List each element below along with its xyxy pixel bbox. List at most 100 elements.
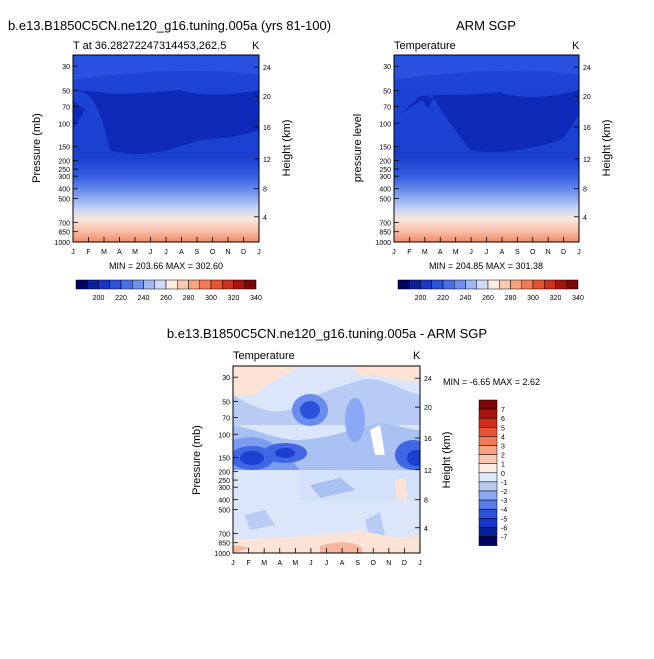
colorbar-cell bbox=[478, 508, 498, 519]
y-tick-label: 400 bbox=[58, 187, 70, 194]
colorbar-cell bbox=[109, 279, 122, 290]
colorbar-label: 200 bbox=[93, 295, 105, 302]
x-tick-label: J bbox=[231, 560, 235, 567]
x-tick-label: J bbox=[577, 249, 581, 256]
colorbar-cell bbox=[177, 279, 189, 290]
panel1-subtitle: T at 36.28272247314453,262.5 bbox=[73, 40, 226, 52]
panel1-units: K bbox=[252, 40, 260, 52]
colorbar-label: 4 bbox=[501, 434, 505, 441]
y-tick-label: 30 bbox=[222, 375, 230, 382]
colorbar-cell bbox=[222, 279, 234, 290]
y-tick-label: 50 bbox=[62, 89, 70, 96]
y2-tick-label: 12 bbox=[424, 468, 432, 475]
colorbar-cell bbox=[478, 436, 498, 446]
colorbar-cell bbox=[431, 279, 444, 290]
y2-tick-label: 16 bbox=[263, 125, 271, 132]
colorbar-label: 3 bbox=[501, 444, 505, 451]
y-tick-label: 250 bbox=[58, 167, 70, 174]
colorbar-cell bbox=[532, 279, 545, 290]
y-tick-label: 700 bbox=[379, 220, 391, 227]
colorbar-label: 280 bbox=[183, 295, 195, 302]
colorbar-cell bbox=[521, 279, 534, 290]
y2-tick-label: 20 bbox=[263, 94, 271, 101]
colorbar-cell bbox=[478, 536, 498, 546]
colorbar-label: 6 bbox=[501, 416, 505, 423]
y2-tick-label: 24 bbox=[263, 65, 271, 72]
x-tick-label: M bbox=[292, 560, 298, 567]
panel3-ylabel-right: Height (km) bbox=[441, 432, 453, 489]
colorbar-cell bbox=[244, 279, 257, 290]
colorbar-label: 300 bbox=[205, 295, 217, 302]
colorbar-cell bbox=[120, 279, 133, 290]
panel-model: b.e13.B1850C5CN.ne120_g16.tuning.005a (y… bbox=[8, 18, 331, 302]
x-tick-label: J bbox=[469, 249, 473, 256]
panel1-stats: MIN = 203.66 MAX = 302.60 bbox=[109, 261, 223, 271]
colorbar-cell bbox=[478, 399, 498, 410]
y2-tick-label: 16 bbox=[583, 125, 591, 132]
colorbar-cell bbox=[478, 472, 498, 483]
panel3-title: b.e13.B1850C5CN.ne120_g16.tuning.005a - … bbox=[167, 326, 487, 341]
panel3-units: K bbox=[413, 350, 421, 362]
colorbar-cell bbox=[98, 279, 110, 290]
x-tick-label: J bbox=[392, 249, 396, 256]
colorbar-cell bbox=[420, 279, 432, 290]
y-tick-label: 150 bbox=[218, 456, 230, 463]
x-tick-label: S bbox=[355, 560, 360, 567]
colorbar-cell bbox=[442, 279, 455, 290]
y-tick-label: 30 bbox=[62, 64, 70, 71]
colorbar-cell bbox=[199, 279, 212, 290]
panel3-stats: MIN = -6.65 MAX = 2.62 bbox=[443, 377, 540, 387]
x-tick-label: N bbox=[546, 249, 551, 256]
x-tick-label: J bbox=[485, 249, 489, 256]
colorbar-label: 260 bbox=[482, 295, 494, 302]
y-tick-label: 300 bbox=[379, 174, 391, 181]
x-tick-label: J bbox=[164, 249, 168, 256]
colorbar-label: -3 bbox=[501, 498, 507, 505]
colorbar-cell bbox=[478, 427, 498, 437]
colorbar-cell bbox=[478, 463, 498, 474]
panel2-units: K bbox=[572, 40, 580, 52]
panel1-field bbox=[73, 55, 259, 242]
y-tick-label: 200 bbox=[218, 470, 230, 477]
y-tick-label: 850 bbox=[58, 230, 70, 237]
panel-diff: b.e13.B1850C5CN.ne120_g16.tuning.005a - … bbox=[167, 326, 540, 567]
y-tick-label: 200 bbox=[58, 159, 70, 166]
panel1-ylabel: Pressure (mb) bbox=[31, 113, 43, 183]
x-tick-label: D bbox=[561, 249, 566, 256]
y-tick-label: 100 bbox=[218, 432, 230, 439]
panel2-subtitle: Temperature bbox=[394, 40, 456, 52]
colorbar-cell bbox=[397, 279, 410, 290]
y2-tick-label: 8 bbox=[424, 498, 428, 505]
colorbar-label: 300 bbox=[527, 295, 539, 302]
colorbar-cell bbox=[409, 279, 421, 290]
colorbar-label: 220 bbox=[115, 295, 127, 302]
x-tick-label: M bbox=[132, 249, 138, 256]
panel3-y2-axis: 24 20 16 12 8 4 bbox=[415, 376, 432, 533]
panel1-colorbar: 200 220 240 260 280 300 320 340 bbox=[75, 279, 262, 302]
panel2-ylabel: pressure level bbox=[352, 114, 364, 182]
colorbar-cell bbox=[454, 279, 466, 290]
x-tick-label: S bbox=[515, 249, 520, 256]
y2-tick-label: 4 bbox=[583, 215, 587, 222]
colorbar-label: 320 bbox=[550, 295, 562, 302]
colorbar-cell bbox=[465, 279, 477, 290]
y-tick-label: 500 bbox=[379, 197, 391, 204]
colorbar-cell bbox=[478, 527, 498, 537]
colorbar-cell bbox=[478, 445, 498, 455]
x-tick-label: N bbox=[386, 560, 391, 567]
colorbar-label: 1 bbox=[501, 462, 505, 469]
colorbar-cell bbox=[165, 279, 178, 290]
x-tick-label: M bbox=[453, 249, 459, 256]
colorbar-cell bbox=[478, 408, 498, 419]
colorbar-cell bbox=[499, 279, 511, 290]
x-tick-label: J bbox=[149, 249, 153, 256]
panel-obs: ARM SGP Temperature K 305070100150200250… bbox=[352, 18, 613, 302]
x-tick-label: J bbox=[309, 560, 313, 567]
x-tick-label: F bbox=[407, 249, 411, 256]
y-tick-label: 400 bbox=[379, 187, 391, 194]
y2-tick-label: 16 bbox=[424, 436, 432, 443]
colorbar-cell bbox=[566, 279, 579, 290]
